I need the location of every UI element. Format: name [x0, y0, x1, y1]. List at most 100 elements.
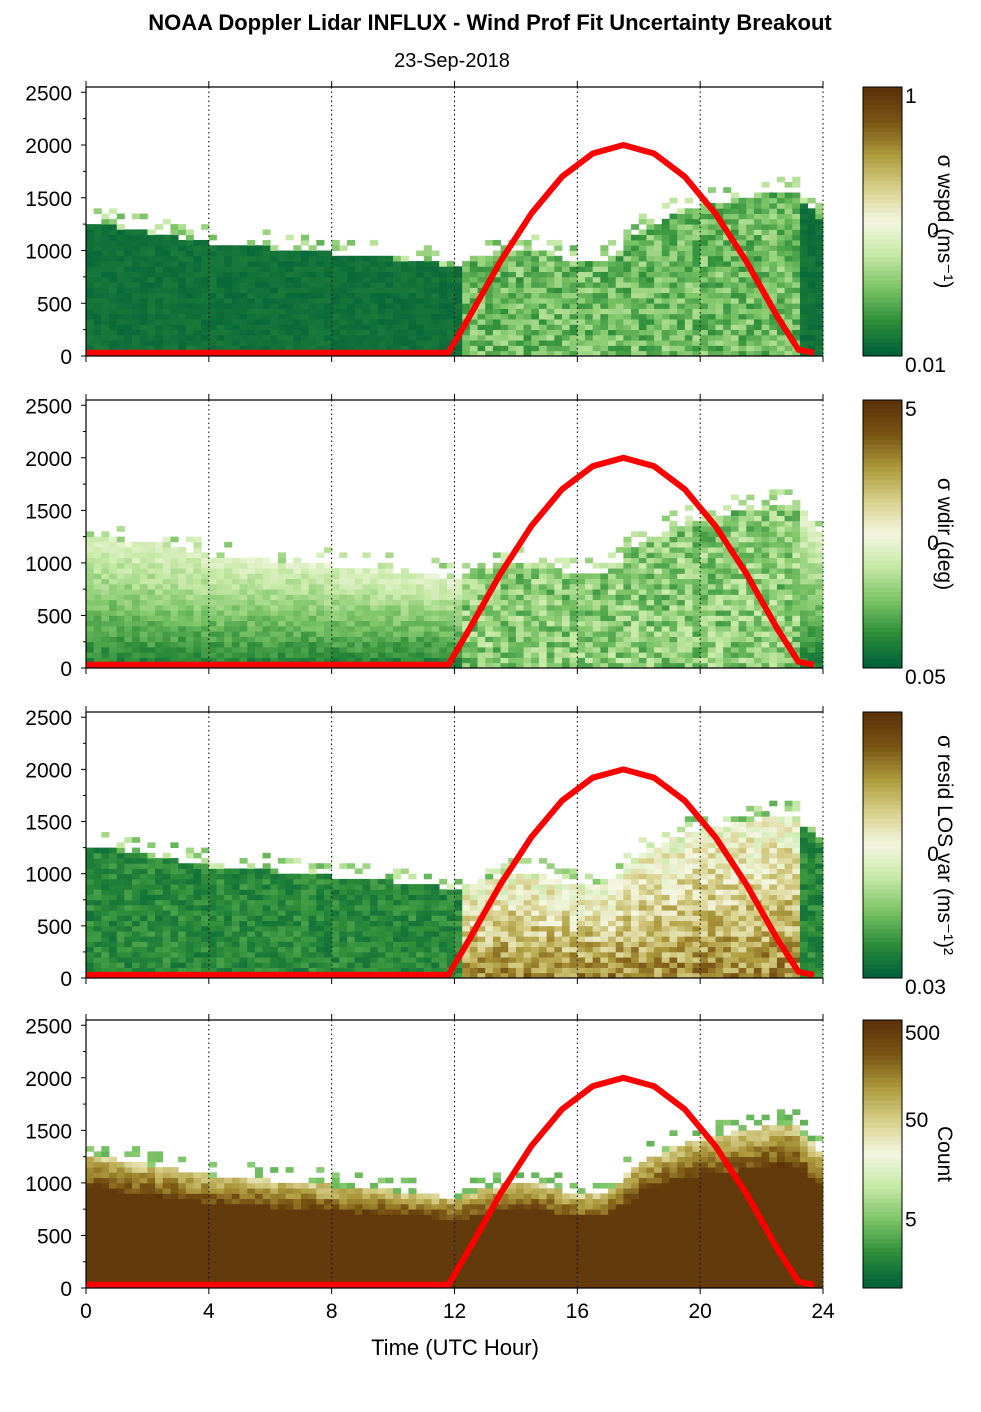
heatmap-cell: [761, 568, 770, 574]
heatmap-cell: [508, 620, 517, 627]
heatmap-cell: [554, 303, 563, 309]
heatmap-cell: [347, 334, 356, 341]
colorbar-segment: [863, 338, 902, 344]
heatmap-cell: [592, 297, 601, 304]
heatmap-cell: [815, 224, 824, 230]
heatmap-cell: [393, 620, 402, 627]
heatmap-cell: [208, 345, 217, 352]
heatmap-cell: [746, 324, 755, 331]
heatmap-cell: [592, 615, 601, 622]
heatmap-cell: [193, 282, 202, 288]
heatmap-cell: [761, 615, 770, 622]
heatmap-cell: [569, 573, 578, 580]
colorbar-segment: [863, 306, 902, 312]
heatmap-cell: [155, 641, 164, 648]
heatmap-cell: [93, 625, 102, 632]
heatmap-cell: [784, 203, 793, 209]
heatmap-cell: [477, 620, 486, 627]
heatmap-cell: [677, 234, 686, 241]
heatmap-cell: [746, 345, 755, 352]
heatmap-cell: [799, 520, 809, 527]
heatmap-cell: [615, 625, 624, 632]
heatmap-cell: [684, 636, 693, 643]
heatmap-cell: [761, 266, 770, 272]
heatmap-cell: [300, 261, 310, 267]
heatmap-cell: [531, 562, 540, 569]
heatmap-cell: [139, 255, 148, 262]
heatmap-cell: [347, 594, 356, 601]
heatmap-cell: [723, 604, 732, 611]
heatmap-cell: [700, 625, 709, 632]
colorbar-segment: [863, 243, 902, 249]
heatmap-cell: [178, 297, 187, 304]
heatmap-cell: [815, 536, 824, 543]
heatmap-cell: [270, 245, 279, 251]
heatmap-cell: [86, 604, 95, 611]
heatmap-cell: [93, 957, 102, 963]
heatmap-cell: [753, 292, 762, 299]
heatmap-cell: [730, 250, 739, 257]
heatmap-cell: [193, 239, 202, 246]
heatmap-cell: [201, 261, 210, 267]
heatmap-cell: [116, 899, 125, 906]
heatmap-cell: [216, 292, 225, 299]
heatmap-cell: [661, 615, 670, 622]
heatmap-cell: [692, 234, 701, 241]
heatmap-cell: [569, 266, 578, 272]
heatmap-cell: [439, 345, 448, 352]
heatmap-cell: [93, 224, 102, 230]
heatmap-cell: [546, 620, 555, 627]
heatmap-cell: [116, 526, 125, 532]
heatmap-cell: [400, 657, 409, 664]
heatmap-cell: [408, 620, 417, 627]
heatmap-cell: [600, 266, 609, 272]
heatmap-cell: [308, 266, 317, 272]
heatmap-cell: [462, 662, 471, 669]
heatmap-cell: [569, 610, 578, 616]
heatmap-cell: [323, 276, 333, 283]
heatmap-cell: [462, 578, 471, 585]
heatmap-cell: [431, 610, 440, 616]
heatmap-cell: [370, 573, 379, 580]
heatmap-cell: [408, 292, 417, 299]
heatmap-cell: [231, 308, 240, 315]
heatmap-cell: [730, 604, 739, 611]
heatmap-cell: [669, 552, 678, 559]
colorbar-segment: [863, 587, 902, 593]
heatmap-cell: [139, 941, 148, 948]
heatmap-cell: [500, 578, 509, 585]
heatmap-cell: [93, 245, 102, 251]
heatmap-cell: [185, 255, 194, 262]
heatmap-cell: [124, 276, 133, 283]
heatmap-cell: [139, 292, 148, 299]
heatmap-cell: [600, 662, 609, 669]
heatmap-cell: [492, 255, 501, 262]
heatmap-cell: [416, 657, 425, 664]
heatmap-cell: [285, 329, 294, 336]
heatmap-cell: [707, 266, 716, 272]
heatmap-cell: [400, 573, 409, 580]
heatmap-cell: [331, 313, 340, 320]
heatmap-cell: [124, 340, 133, 346]
heatmap-cell: [561, 266, 571, 272]
heatmap-cell: [538, 350, 548, 357]
heatmap-cell: [285, 345, 294, 352]
colorbar-segment: [863, 212, 902, 218]
heatmap-cell: [439, 282, 448, 288]
heatmap-cell: [185, 610, 194, 616]
heatmap-cell: [423, 604, 432, 611]
heatmap-cell: [753, 657, 762, 664]
heatmap-cell: [147, 276, 156, 283]
heatmap-cell: [554, 599, 563, 606]
heatmap-cell: [631, 583, 640, 590]
heatmap-cell: [247, 313, 256, 320]
heatmap-cell: [132, 852, 141, 859]
heatmap-cell: [139, 334, 148, 341]
heatmap-cell: [746, 303, 755, 309]
heatmap-cell: [132, 899, 141, 906]
heatmap-cell: [247, 625, 256, 632]
heatmap-cell: [523, 239, 532, 246]
heatmap-cell: [139, 319, 148, 325]
heatmap-cell: [347, 255, 356, 262]
heatmap-cell: [561, 625, 571, 632]
